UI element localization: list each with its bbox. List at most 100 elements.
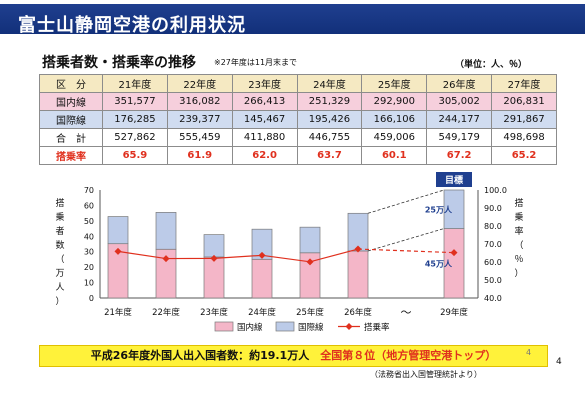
table-cell: 195,426	[296, 110, 363, 129]
table-cell: 65.9	[102, 146, 168, 165]
row-label: 合 計	[39, 128, 103, 147]
y-tick-label: 40	[84, 232, 94, 241]
summary-box: 平成26年度外国人出入国者数：約19.1万人 全国第８位（地方管理空港トップ）	[39, 345, 548, 367]
bar-international	[107, 216, 129, 245]
y-tick-label: 70	[84, 186, 94, 195]
table-row-domestic: 国内線 351,577 316,082 266,413 251,329 292,…	[39, 92, 557, 111]
x-tick-label: 24年度	[248, 307, 276, 318]
table-corner: 区 分	[39, 74, 103, 93]
y-tick-label: 50	[84, 217, 94, 226]
y2-axis-title-char: （	[514, 240, 523, 251]
page-title: 富士山静岡空港の利用状況	[18, 15, 246, 36]
y2-tick-label: 40.0	[484, 294, 502, 303]
y-axis-title-char: 人	[55, 282, 64, 293]
table-cell: 305,002	[426, 92, 493, 111]
table-cell: 65.2	[491, 146, 557, 165]
rate-point	[210, 254, 218, 262]
table-cell: 239,377	[166, 110, 233, 129]
y-tick-label: 20	[84, 263, 94, 272]
x-tick-label: 22年度	[152, 307, 180, 318]
legend-label: 搭乗率	[364, 322, 390, 333]
rate-point	[450, 249, 458, 257]
bar-international	[347, 212, 369, 252]
y-axis-title-char: （	[55, 254, 64, 265]
y-tick-label: 60	[84, 201, 94, 210]
y2-axis-title-char: 搭	[514, 197, 523, 209]
table-cell: 60.1	[361, 146, 428, 165]
bar-international	[443, 189, 465, 229]
bar-domestic	[251, 258, 273, 299]
target-badge	[436, 172, 472, 187]
chart-area: 0 10 20 30 40 50 60 70 40.0 50.0 60.0 70.0 80.0 90.0 1…	[0, 168, 585, 348]
summary-text: 平成26年度外国人出入国者数：約19.1万人	[90, 349, 310, 362]
year-header: 23年度	[231, 74, 298, 93]
table-cell: 316,082	[166, 92, 233, 111]
row-label: 搭乗率	[39, 146, 103, 165]
unit-label: （単位：人、％）	[455, 60, 528, 70]
target-intl-label: 25万人	[425, 204, 453, 214]
section-note: ※27年度は11月末まで	[214, 58, 298, 67]
table-row-international: 国際線 176,285 239,377 145,467 195,426 166,…	[39, 110, 557, 129]
table-cell: 291,867	[491, 110, 557, 129]
table-cell: 266,413	[231, 92, 298, 111]
target-dom-label: 45万人	[425, 258, 453, 268]
rate-line-projected	[357, 248, 455, 254]
table-cell: 555,459	[166, 128, 233, 147]
y2-axis-title-char: ％	[514, 254, 523, 265]
x-tick-label: 23年度	[200, 307, 228, 318]
data-table: 区 分 21年度 22年度 23年度 24年度 25年度 26年度 27年度 国…	[39, 74, 557, 165]
table-cell: 459,006	[361, 128, 428, 147]
row-label: 国際線	[39, 110, 103, 129]
table-cell: 411,880	[231, 128, 298, 147]
table-cell: 244,177	[426, 110, 493, 129]
y-axis-title-char: 者	[55, 226, 64, 237]
legend-swatch-international	[275, 321, 295, 332]
summary-highlight: 全国第８位（地方管理空港トップ）	[320, 349, 497, 362]
x-tick-label: 26年度	[344, 307, 372, 318]
bar-domestic	[347, 250, 369, 299]
table-cell: 498,698	[491, 128, 557, 147]
y-axis-title-char: 数	[55, 239, 64, 251]
source-note: （法務省出入国管理統計より）	[370, 370, 482, 379]
y-tick-label: 30	[84, 248, 94, 257]
table-cell: 527,862	[102, 128, 168, 147]
x-tick-label: 25年度	[296, 307, 324, 318]
rate-point	[114, 247, 122, 255]
x-tick-label: 21年度	[104, 307, 132, 318]
year-header: 27年度	[491, 74, 557, 93]
bar-international	[203, 234, 225, 258]
y2-tick-label: 80.0	[484, 222, 502, 231]
title-band: 富士山静岡空港の利用状況	[0, 4, 585, 36]
table-cell: 251,329	[296, 92, 363, 111]
table-row-total: 合 計 527,862 555,459 411,880 446,755 459,…	[39, 128, 557, 147]
legend-rate-marker	[345, 323, 353, 330]
table-cell: 549,179	[426, 128, 493, 147]
combo-chart: 0 10 20 30 40 50 60 70 40.0 50.0 60.0 70.0 80.0 90.0 1…	[55, 172, 524, 333]
y-axis-title-char: 搭	[55, 197, 64, 209]
legend-label: 国際線	[298, 322, 324, 333]
y-axis-title-char: 万	[55, 269, 64, 279]
y2-axis-title-char: ）	[514, 268, 523, 279]
target-label: 目標	[445, 174, 463, 186]
table-cell: 67.2	[426, 146, 493, 165]
year-header: 24年度	[296, 74, 363, 93]
table-cell: 62.0	[231, 146, 298, 165]
axis-gap-symbol: 〜	[401, 306, 412, 319]
bar-international	[251, 228, 273, 260]
y2-tick-label: 50.0	[484, 276, 502, 285]
y-axis-title-char: 乗	[55, 211, 64, 223]
table-cell: 446,755	[296, 128, 363, 147]
bar-international	[155, 212, 177, 250]
table-cell: 166,106	[361, 110, 428, 129]
y2-tick-label: 100.0	[484, 186, 507, 195]
year-header: 26年度	[426, 74, 493, 93]
page-number: 4	[556, 357, 562, 367]
rate-line	[117, 248, 359, 263]
y-tick-label: 0	[89, 294, 94, 303]
table-row-rate: 搭乗率 65.9 61.9 62.0 63.7 60.1 67.2 65.2	[39, 146, 557, 165]
y2-axis-title-char: 乗	[514, 211, 523, 223]
year-header: 21年度	[102, 74, 168, 93]
legend-label: 国内線	[237, 322, 263, 333]
x-tick-label: 29年度	[440, 307, 468, 318]
rate-point	[354, 245, 362, 253]
